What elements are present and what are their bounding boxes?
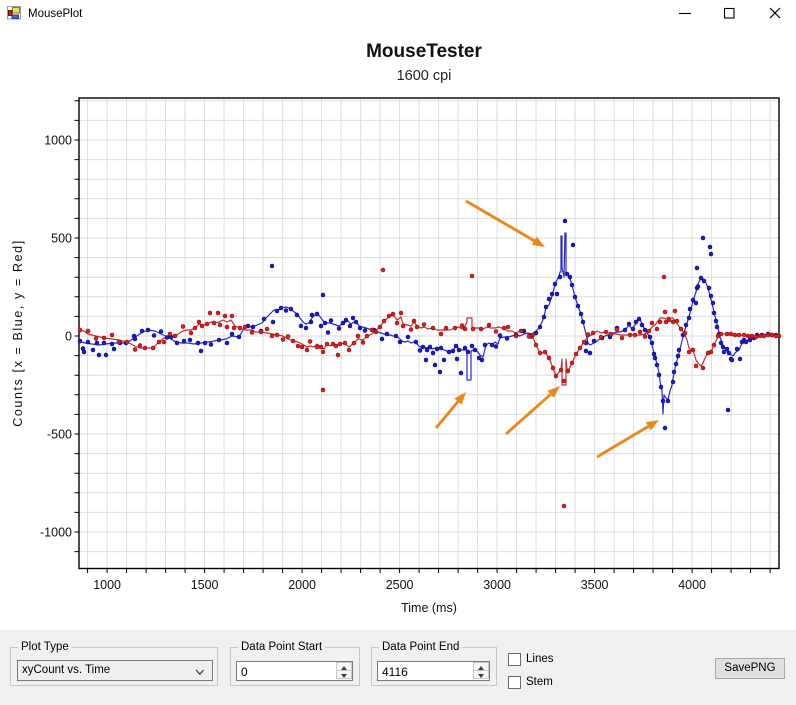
svg-text:Time (ms): Time (ms) xyxy=(401,601,457,615)
svg-text:4000: 4000 xyxy=(678,578,706,592)
svg-text:MouseTester: MouseTester xyxy=(366,41,482,62)
svg-text:2500: 2500 xyxy=(386,578,414,592)
svg-text:500: 500 xyxy=(51,232,72,246)
svg-text:1500: 1500 xyxy=(191,578,219,592)
svg-text:-500: -500 xyxy=(47,428,72,442)
svg-text:-1000: -1000 xyxy=(40,526,72,540)
svg-text:Counts [x = Blue, y = Red]: Counts [x = Blue, y = Red] xyxy=(11,239,25,427)
svg-text:0: 0 xyxy=(65,330,72,344)
svg-text:1000: 1000 xyxy=(93,578,121,592)
svg-text:3000: 3000 xyxy=(483,578,511,592)
svg-text:1600 cpi: 1600 cpi xyxy=(397,68,452,84)
svg-text:2000: 2000 xyxy=(288,578,316,592)
svg-text:3500: 3500 xyxy=(581,578,609,592)
svg-text:1000: 1000 xyxy=(44,134,72,148)
